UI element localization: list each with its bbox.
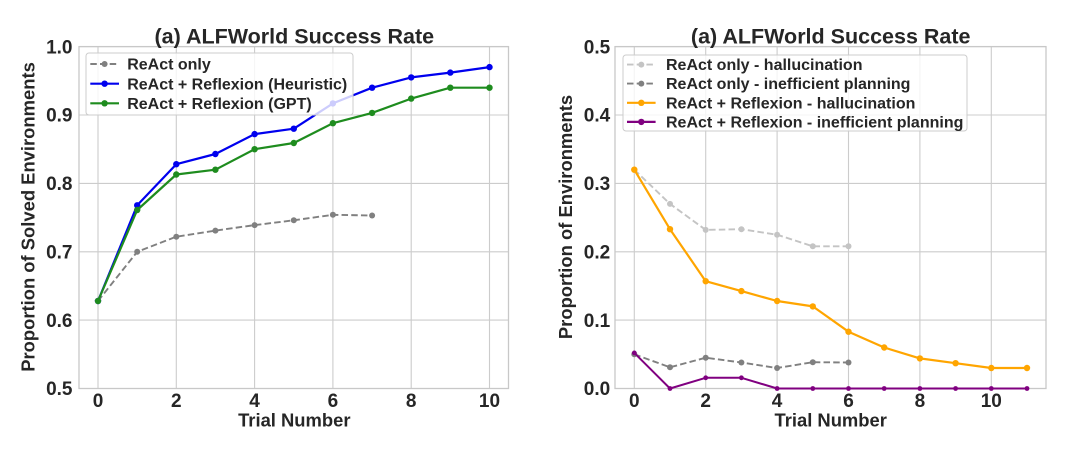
- svg-text:10: 10: [981, 391, 1002, 412]
- svg-text:0.7: 0.7: [46, 242, 72, 263]
- svg-text:2: 2: [171, 391, 182, 412]
- svg-text:2: 2: [700, 391, 711, 412]
- svg-text:0.4: 0.4: [584, 106, 611, 127]
- svg-text:6: 6: [328, 391, 339, 412]
- svg-text:1.0: 1.0: [46, 37, 72, 58]
- svg-text:ReAct + Reflexion (Heuristic): ReAct + Reflexion (Heuristic): [127, 76, 347, 93]
- svg-text:0.9: 0.9: [46, 106, 72, 127]
- svg-text:Proportion of Solved Environme: Proportion of Solved Environments: [18, 62, 39, 372]
- svg-text:0.1: 0.1: [584, 311, 611, 332]
- svg-text:0.8: 0.8: [46, 174, 72, 195]
- svg-text:4: 4: [249, 391, 260, 412]
- svg-text:0.5: 0.5: [584, 37, 611, 58]
- svg-text:ReAct + Reflexion (GPT): ReAct + Reflexion (GPT): [127, 96, 311, 113]
- svg-text:ReAct only - hallucination: ReAct only - hallucination: [666, 57, 862, 74]
- svg-text:10: 10: [479, 391, 500, 412]
- svg-text:(a) ALFWorld Success Rate: (a) ALFWorld Success Rate: [155, 25, 435, 49]
- svg-text:4: 4: [772, 391, 783, 412]
- svg-text:Proportion of Environments: Proportion of Environments: [555, 95, 576, 339]
- svg-text:8: 8: [406, 391, 417, 412]
- svg-text:0.0: 0.0: [584, 379, 610, 400]
- svg-text:0: 0: [629, 391, 640, 412]
- svg-text:0.5: 0.5: [46, 379, 73, 400]
- svg-text:(a) ALFWorld Success Rate: (a) ALFWorld Success Rate: [691, 25, 971, 49]
- svg-text:8: 8: [915, 391, 926, 412]
- svg-text:ReAct + Reflexion - inefficien: ReAct + Reflexion - inefficient planning: [666, 115, 963, 132]
- svg-text:0: 0: [93, 391, 104, 412]
- svg-text:0.2: 0.2: [584, 242, 610, 263]
- svg-text:ReAct + Reflexion - hallucinat: ReAct + Reflexion - hallucination: [666, 95, 915, 112]
- svg-text:Trial Number: Trial Number: [774, 410, 886, 431]
- svg-text:Trial Number: Trial Number: [238, 410, 350, 431]
- svg-text:ReAct only - inefficient plann: ReAct only - inefficient planning: [666, 76, 910, 93]
- svg-text:0.3: 0.3: [584, 174, 610, 195]
- svg-text:0.6: 0.6: [46, 311, 72, 332]
- svg-text:6: 6: [843, 391, 854, 412]
- svg-text:ReAct only: ReAct only: [127, 57, 211, 74]
